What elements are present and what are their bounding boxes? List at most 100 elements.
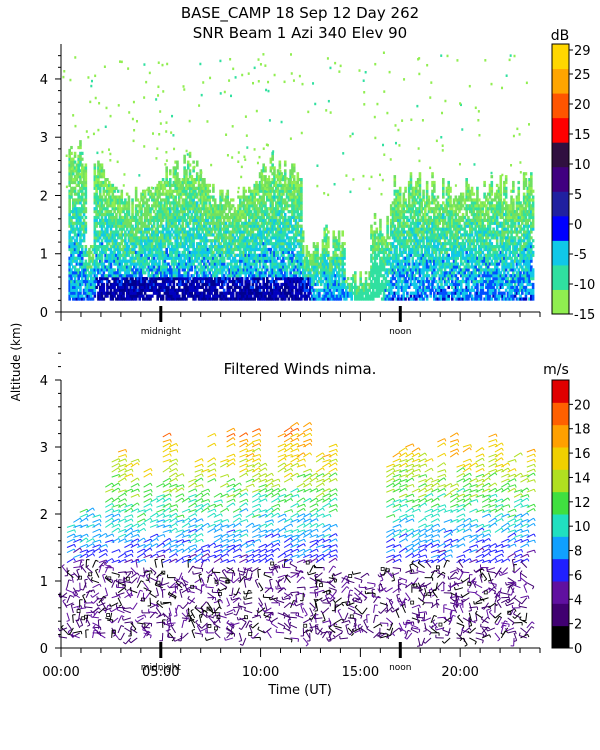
snr-cell [300, 253, 303, 257]
snr-cell [125, 288, 129, 292]
snr-cell [86, 268, 89, 272]
snr-cell [73, 250, 77, 255]
snr-cell [203, 221, 206, 225]
snr-cell [158, 256, 161, 260]
snr-cell [212, 186, 215, 190]
snr-cell [262, 271, 265, 275]
snr-cell [258, 239, 262, 243]
snr-cell [116, 195, 120, 199]
snr-cell [111, 245, 115, 249]
snr-cell [249, 236, 253, 240]
snr-cell [143, 236, 147, 240]
snr-cell [274, 279, 278, 284]
snr-cell [291, 163, 294, 167]
snr-cell [68, 207, 71, 211]
snr-cell [134, 204, 138, 208]
snr-cell [292, 163, 296, 167]
snr-cell [280, 236, 283, 240]
snr-cell [174, 221, 177, 225]
snr-cell [192, 224, 195, 228]
snr-cell [222, 221, 226, 225]
snr-cell [292, 279, 296, 284]
snr-cell [159, 204, 163, 208]
snr-cell [79, 169, 82, 173]
snr-cell [258, 297, 262, 301]
snr-cell [109, 282, 113, 287]
snr-cell [353, 285, 357, 289]
snr-cell [70, 178, 73, 182]
snr-cell [239, 282, 242, 287]
snr-cell [316, 279, 319, 284]
snr-cell [104, 195, 107, 199]
snr-cell [271, 157, 274, 161]
snr-cell [188, 198, 192, 202]
snr-cell [262, 277, 265, 281]
snr-cell [287, 245, 291, 249]
snr-cell [104, 212, 107, 217]
snr-cell [280, 297, 283, 301]
snr-cell [264, 207, 267, 211]
snr-cell [95, 239, 98, 243]
snr-cell [294, 230, 298, 234]
snr-cell [274, 262, 278, 266]
snr-cell [79, 282, 82, 287]
snr-cell [138, 262, 142, 266]
snr-cell [233, 256, 237, 260]
snr-cell [79, 259, 82, 263]
snr-cell [292, 259, 296, 263]
snr-cell [143, 253, 147, 257]
snr-cell [98, 277, 102, 281]
snr-cell [233, 274, 237, 278]
snr-cell [334, 268, 337, 272]
snr-cell [151, 195, 154, 199]
snr-cell [282, 256, 285, 260]
snr-cell [89, 277, 93, 281]
snr-cell [201, 204, 204, 208]
snr-cell [204, 247, 208, 252]
snr-cell [294, 218, 298, 222]
snr-cell [82, 204, 86, 208]
snr-cell [122, 227, 125, 231]
snr-cell [300, 230, 303, 234]
snr-cell [84, 175, 88, 179]
snr-cell [159, 218, 163, 222]
snr-cell [199, 186, 203, 190]
snr-cell [195, 160, 199, 164]
snr-cell [179, 297, 183, 301]
snr-cell [177, 183, 181, 188]
snr-cell [188, 169, 192, 173]
snr-cell [188, 233, 192, 237]
snr-cell [131, 198, 134, 202]
snr-cell [280, 233, 283, 237]
snr-cell [269, 259, 273, 263]
snr-cell [172, 271, 176, 275]
snr-cell [249, 230, 253, 234]
snr-cell [190, 265, 194, 269]
snr-cell [282, 210, 285, 214]
snr-cell [143, 218, 147, 222]
snr-cell [116, 204, 120, 208]
snr-cell [377, 294, 380, 298]
snr-cell [278, 236, 282, 240]
snr-cell [375, 294, 379, 298]
snr-cell [109, 247, 113, 252]
snr-cell [370, 256, 373, 260]
snr-cell [145, 262, 149, 266]
snr-cell [159, 224, 163, 228]
snr-cell [221, 282, 224, 287]
snr-cell [125, 192, 129, 196]
snr-cell [142, 233, 145, 237]
snr-cell [125, 291, 129, 295]
snr-cell [213, 279, 217, 284]
snr-cell [258, 233, 262, 237]
snr-cell [287, 250, 291, 255]
snr-cell [172, 256, 176, 260]
snr-cell [242, 204, 246, 208]
snr-cell [194, 221, 197, 225]
snr-cell [278, 215, 282, 220]
snr-cell [222, 265, 226, 269]
snr-cell [244, 291, 248, 295]
snr-cell [239, 198, 242, 202]
snr-cell [185, 253, 188, 257]
snr-cell [134, 294, 138, 298]
